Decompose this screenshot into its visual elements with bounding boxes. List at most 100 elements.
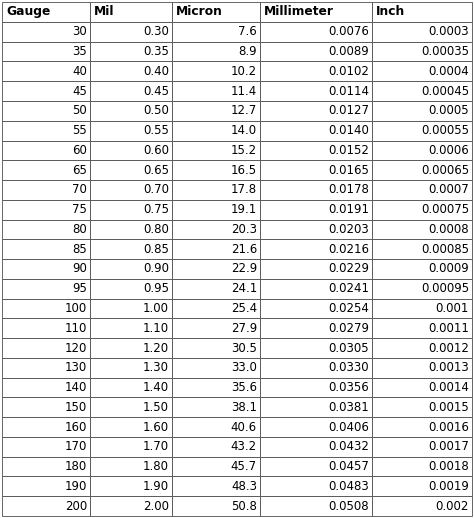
Bar xyxy=(372,180,472,200)
Text: 0.95: 0.95 xyxy=(143,282,169,295)
Text: 1.00: 1.00 xyxy=(143,302,169,315)
Text: 10.2: 10.2 xyxy=(231,65,257,78)
Text: 180: 180 xyxy=(65,460,87,473)
Text: 48.3: 48.3 xyxy=(231,480,257,493)
Text: 15.2: 15.2 xyxy=(231,144,257,157)
Bar xyxy=(260,160,372,180)
Text: 20.3: 20.3 xyxy=(231,223,257,236)
Text: 140: 140 xyxy=(64,381,87,394)
Text: 0.0457: 0.0457 xyxy=(328,460,369,473)
Bar xyxy=(2,338,90,358)
Text: Gauge: Gauge xyxy=(6,6,50,19)
Bar xyxy=(2,42,90,62)
Text: 0.0016: 0.0016 xyxy=(428,421,469,434)
Bar xyxy=(260,101,372,121)
Bar xyxy=(372,140,472,160)
Bar xyxy=(172,279,260,298)
Bar xyxy=(90,121,172,140)
Text: 0.0356: 0.0356 xyxy=(328,381,369,394)
Bar xyxy=(2,121,90,140)
Text: 0.00045: 0.00045 xyxy=(421,84,469,97)
Text: 0.00065: 0.00065 xyxy=(421,164,469,177)
Bar xyxy=(2,319,90,338)
Bar xyxy=(90,259,172,279)
Text: 190: 190 xyxy=(64,480,87,493)
Bar xyxy=(172,121,260,140)
Text: 0.0330: 0.0330 xyxy=(328,361,369,375)
Bar xyxy=(2,437,90,457)
Bar xyxy=(260,140,372,160)
Text: 0.45: 0.45 xyxy=(143,84,169,97)
Text: 0.0165: 0.0165 xyxy=(328,164,369,177)
Bar xyxy=(372,338,472,358)
Bar xyxy=(172,42,260,62)
Text: 30.5: 30.5 xyxy=(231,341,257,354)
Bar xyxy=(90,180,172,200)
Text: 22.9: 22.9 xyxy=(231,263,257,276)
Bar xyxy=(90,42,172,62)
Text: 0.0254: 0.0254 xyxy=(328,302,369,315)
Text: 0.30: 0.30 xyxy=(143,25,169,38)
Text: 30: 30 xyxy=(72,25,87,38)
Bar xyxy=(372,417,472,437)
Text: 33.0: 33.0 xyxy=(231,361,257,375)
Bar xyxy=(372,101,472,121)
Bar xyxy=(2,477,90,496)
Text: 0.0483: 0.0483 xyxy=(328,480,369,493)
Text: 1.50: 1.50 xyxy=(143,401,169,414)
Text: 19.1: 19.1 xyxy=(231,203,257,216)
Bar xyxy=(372,378,472,397)
Bar xyxy=(260,417,372,437)
Text: 2.00: 2.00 xyxy=(143,500,169,513)
Bar xyxy=(260,42,372,62)
Text: 45.7: 45.7 xyxy=(231,460,257,473)
Bar xyxy=(2,397,90,417)
Text: 0.0191: 0.0191 xyxy=(328,203,369,216)
Bar xyxy=(2,259,90,279)
Bar xyxy=(90,477,172,496)
Text: 0.35: 0.35 xyxy=(143,45,169,58)
Text: 0.0007: 0.0007 xyxy=(428,183,469,196)
Bar xyxy=(260,180,372,200)
Bar xyxy=(260,279,372,298)
Bar xyxy=(172,81,260,101)
Text: 0.0006: 0.0006 xyxy=(428,144,469,157)
Bar xyxy=(172,338,260,358)
Bar xyxy=(172,62,260,81)
Bar xyxy=(372,121,472,140)
Bar xyxy=(90,457,172,477)
Bar xyxy=(372,22,472,42)
Text: 1.70: 1.70 xyxy=(143,440,169,453)
Text: 75: 75 xyxy=(72,203,87,216)
Text: 0.0432: 0.0432 xyxy=(328,440,369,453)
Text: 0.55: 0.55 xyxy=(143,124,169,137)
Bar xyxy=(260,239,372,259)
Text: 0.60: 0.60 xyxy=(143,144,169,157)
Bar xyxy=(90,279,172,298)
Bar xyxy=(172,22,260,42)
Text: 65: 65 xyxy=(72,164,87,177)
Text: 0.001: 0.001 xyxy=(436,302,469,315)
Bar xyxy=(172,397,260,417)
Bar xyxy=(2,457,90,477)
Bar xyxy=(2,140,90,160)
Text: 0.0127: 0.0127 xyxy=(328,105,369,118)
Bar xyxy=(372,81,472,101)
Text: 16.5: 16.5 xyxy=(231,164,257,177)
Text: 0.0005: 0.0005 xyxy=(428,105,469,118)
Bar xyxy=(172,259,260,279)
Bar xyxy=(90,417,172,437)
Text: 150: 150 xyxy=(65,401,87,414)
Bar xyxy=(260,378,372,397)
Bar xyxy=(260,200,372,220)
Bar xyxy=(172,457,260,477)
Bar xyxy=(2,378,90,397)
Text: 0.40: 0.40 xyxy=(143,65,169,78)
Bar xyxy=(90,81,172,101)
Bar xyxy=(90,239,172,259)
Bar xyxy=(90,62,172,81)
Bar xyxy=(260,259,372,279)
Text: 0.90: 0.90 xyxy=(143,263,169,276)
Text: 80: 80 xyxy=(72,223,87,236)
Bar xyxy=(2,2,90,22)
